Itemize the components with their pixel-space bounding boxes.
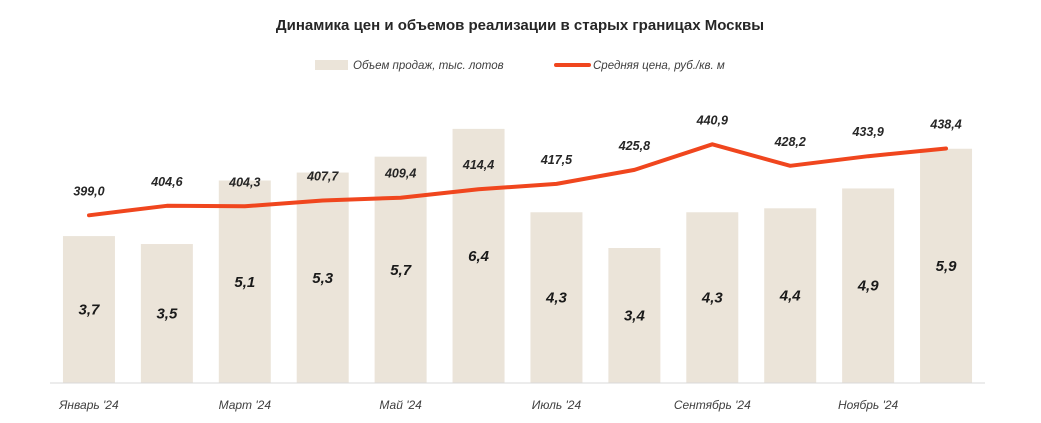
- legend-bar-swatch: [315, 60, 348, 70]
- x-tick-label: Сентябрь '24: [674, 398, 751, 412]
- bar-11: [842, 188, 895, 383]
- legend-bar-label: Объем продаж, тыс. лотов: [353, 60, 504, 72]
- bar-value-label: 5,1: [234, 274, 255, 291]
- bar-4: [296, 172, 349, 383]
- bar-3: [218, 180, 271, 383]
- x-tick-label: Январь '24: [58, 398, 119, 412]
- line-data-labels: 399,0 404,6 404,3 407,7 409,4 414,4 417,5 425,8…: [73, 113, 961, 198]
- chart-title: Динамика цен и объемов реализации в стар…: [276, 17, 764, 34]
- line-value-label: 404,6: [150, 175, 183, 189]
- bar-value-label: 4,3: [701, 290, 724, 307]
- bar-8: [608, 248, 661, 383]
- line-value-label: 425,8: [618, 139, 650, 153]
- bar-7: [530, 212, 583, 383]
- bar-value-label: 5,9: [936, 258, 958, 275]
- bar-2: [140, 244, 193, 383]
- bar-value-label: 3,4: [624, 308, 646, 325]
- line-value-label: 407,7: [306, 170, 339, 184]
- bar-value-label: 6,4: [468, 248, 490, 265]
- bar-value-label: 4,4: [779, 288, 802, 305]
- line-value-label: 404,3: [228, 175, 260, 189]
- bar-value-label: 3,7: [79, 302, 101, 319]
- legend-line-label: Средняя цена, руб./кв. м: [593, 60, 725, 72]
- x-axis-ticks: Январь '24 Март '24 Май '24 Июль '24 Сентябр…: [58, 398, 898, 412]
- x-tick-label: Июль '24: [532, 398, 582, 412]
- legend: Объем продаж, тыс. лотов Средняя цена, р…: [315, 60, 725, 72]
- line-value-label: 399,0: [73, 184, 104, 198]
- bar-value-label: 3,5: [156, 306, 178, 323]
- line-value-label: 428,2: [774, 135, 806, 149]
- x-tick-label: Май '24: [379, 398, 422, 412]
- bar-value-label: 5,7: [390, 262, 412, 279]
- line-series: [87, 142, 948, 218]
- line-value-label: 438,4: [929, 118, 961, 132]
- line-value-label: 440,9: [696, 113, 728, 127]
- bar-value-label: 4,3: [545, 290, 568, 307]
- x-tick-label: Март '24: [219, 398, 272, 412]
- line-value-label: 414,4: [462, 158, 494, 172]
- bar-12: [920, 148, 973, 383]
- line-value-label: 409,4: [384, 167, 416, 181]
- bar-series: [62, 128, 973, 383]
- line-value-label: 417,5: [540, 153, 573, 167]
- price-line: [87, 142, 948, 218]
- bar-data-labels: 3,7 3,5 5,1 5,3 5,7 6,4 4,3 3,4 4,3 4,4 4,9 5,9: [79, 248, 958, 325]
- bar-1: [62, 236, 115, 383]
- line-value-label: 433,9: [851, 125, 883, 139]
- bar-6: [452, 128, 505, 383]
- bar-9: [686, 212, 739, 383]
- bar-value-label: 5,3: [312, 270, 334, 287]
- x-tick-label: Ноябрь '24: [838, 398, 899, 412]
- bar-10: [764, 208, 817, 383]
- bar-value-label: 4,9: [857, 278, 880, 295]
